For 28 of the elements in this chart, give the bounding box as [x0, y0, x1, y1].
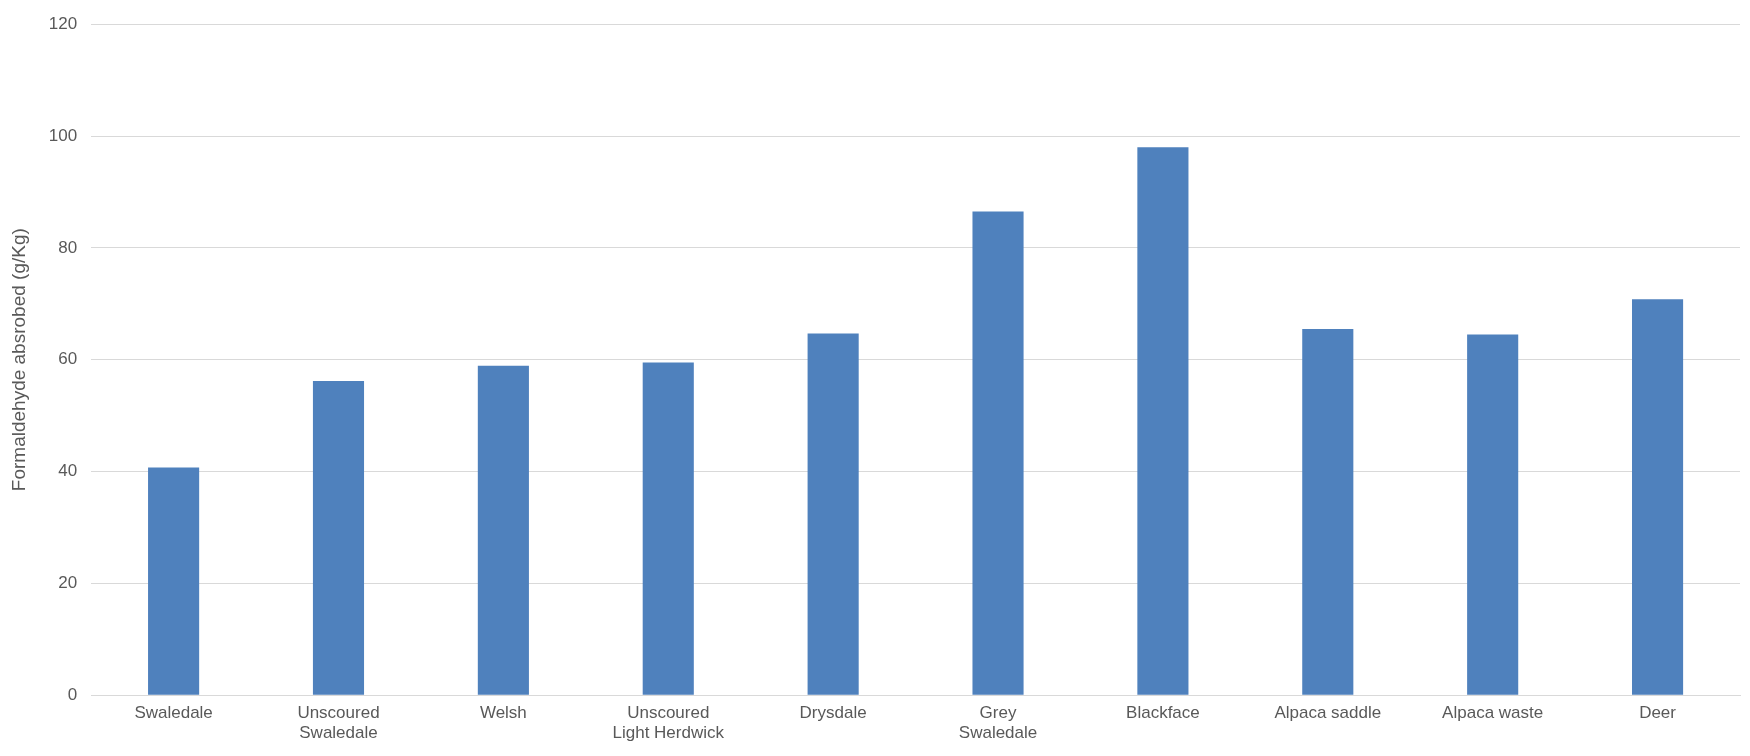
bar: [1302, 328, 1354, 695]
y-tick-label: 20: [58, 573, 78, 593]
bar: [642, 362, 694, 695]
bar: [1632, 299, 1684, 695]
x-tick-label: Unscoured Light Herdwick: [612, 703, 725, 743]
x-tick-label: Deer: [1639, 703, 1677, 723]
y-tick-label: 40: [58, 461, 78, 481]
x-tick-label: Blackface: [1126, 703, 1200, 723]
y-tick-label: 60: [58, 349, 78, 369]
x-tick-label: Alpaca saddle: [1274, 703, 1382, 723]
y-axis-title: Formaldehyde absrobed (g/Kg): [7, 228, 29, 492]
y-tick-label: 80: [58, 237, 78, 257]
bar: [477, 365, 529, 695]
bar: [972, 211, 1024, 695]
x-tick-label: Alpaca waste: [1442, 703, 1544, 723]
bar: [312, 380, 365, 695]
bar: [807, 333, 859, 695]
y-tick-label: 100: [48, 125, 78, 145]
bar: [148, 467, 200, 695]
y-tick-label: 120: [48, 13, 78, 33]
x-tick-label: Swaledale: [134, 703, 213, 723]
x-tick-label: Welsh: [479, 703, 527, 723]
x-tick-label: Drysdale: [799, 703, 867, 723]
bar: [1137, 147, 1189, 695]
y-tick-label: 0: [67, 684, 78, 704]
bar: [1467, 334, 1519, 695]
x-tick-label: Grey Swaledale: [958, 703, 1038, 743]
x-tick-label: Unscoured Swaledale: [297, 703, 380, 743]
